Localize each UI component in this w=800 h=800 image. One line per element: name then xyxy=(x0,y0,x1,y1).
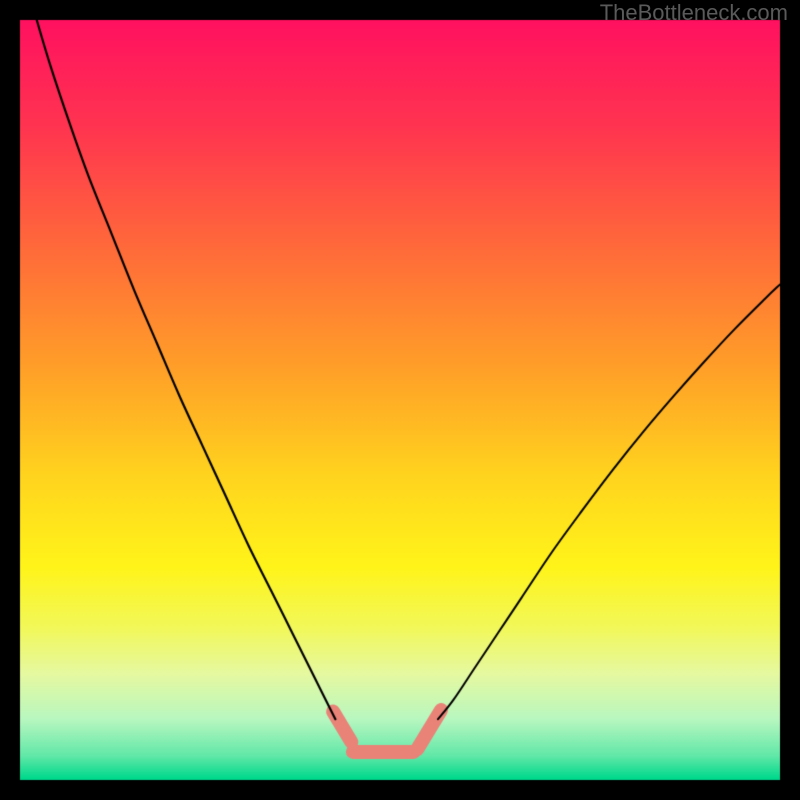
bottleneck-chart xyxy=(0,0,800,800)
